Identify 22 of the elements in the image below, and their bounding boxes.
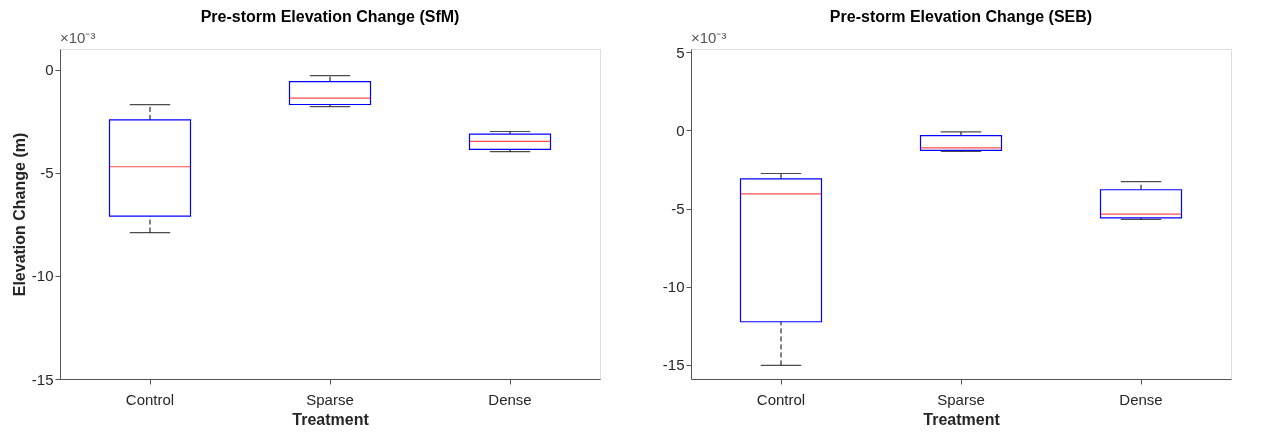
y-tick-label: -10 <box>662 278 685 296</box>
x-tick-label: Sparse <box>306 390 354 408</box>
x-axis-title: Treatment <box>292 410 370 428</box>
chart-title: Pre-storm Elevation Change (SfM) <box>200 8 460 25</box>
x-tick-label: Sparse <box>937 390 985 408</box>
y-tick-label: -10 <box>31 267 54 285</box>
text: ×10⁻³ <box>691 29 727 46</box>
y-tick-label: 5 <box>676 43 685 61</box>
y-axis-title: Elevation Change (m) <box>10 132 28 297</box>
y-tick-label: -5 <box>40 164 54 182</box>
y-tick-label: 0 <box>676 121 685 139</box>
x-tick-label: Control <box>756 390 806 408</box>
x-tick-label: Dense <box>1119 390 1163 408</box>
y-tick-label: -15 <box>31 370 54 388</box>
y-tick-label: 0 <box>45 61 54 79</box>
x-tick-label: Control <box>125 390 175 408</box>
text: ×10⁻³ <box>60 29 96 46</box>
x-axis-title: Treatment <box>923 410 1001 428</box>
chart-title: Pre-storm Elevation Change (SEB) <box>829 8 1093 25</box>
y-tick-label: -15 <box>662 356 685 374</box>
y-tick-label: -5 <box>671 200 685 218</box>
x-tick-label: Dense <box>488 390 532 408</box>
